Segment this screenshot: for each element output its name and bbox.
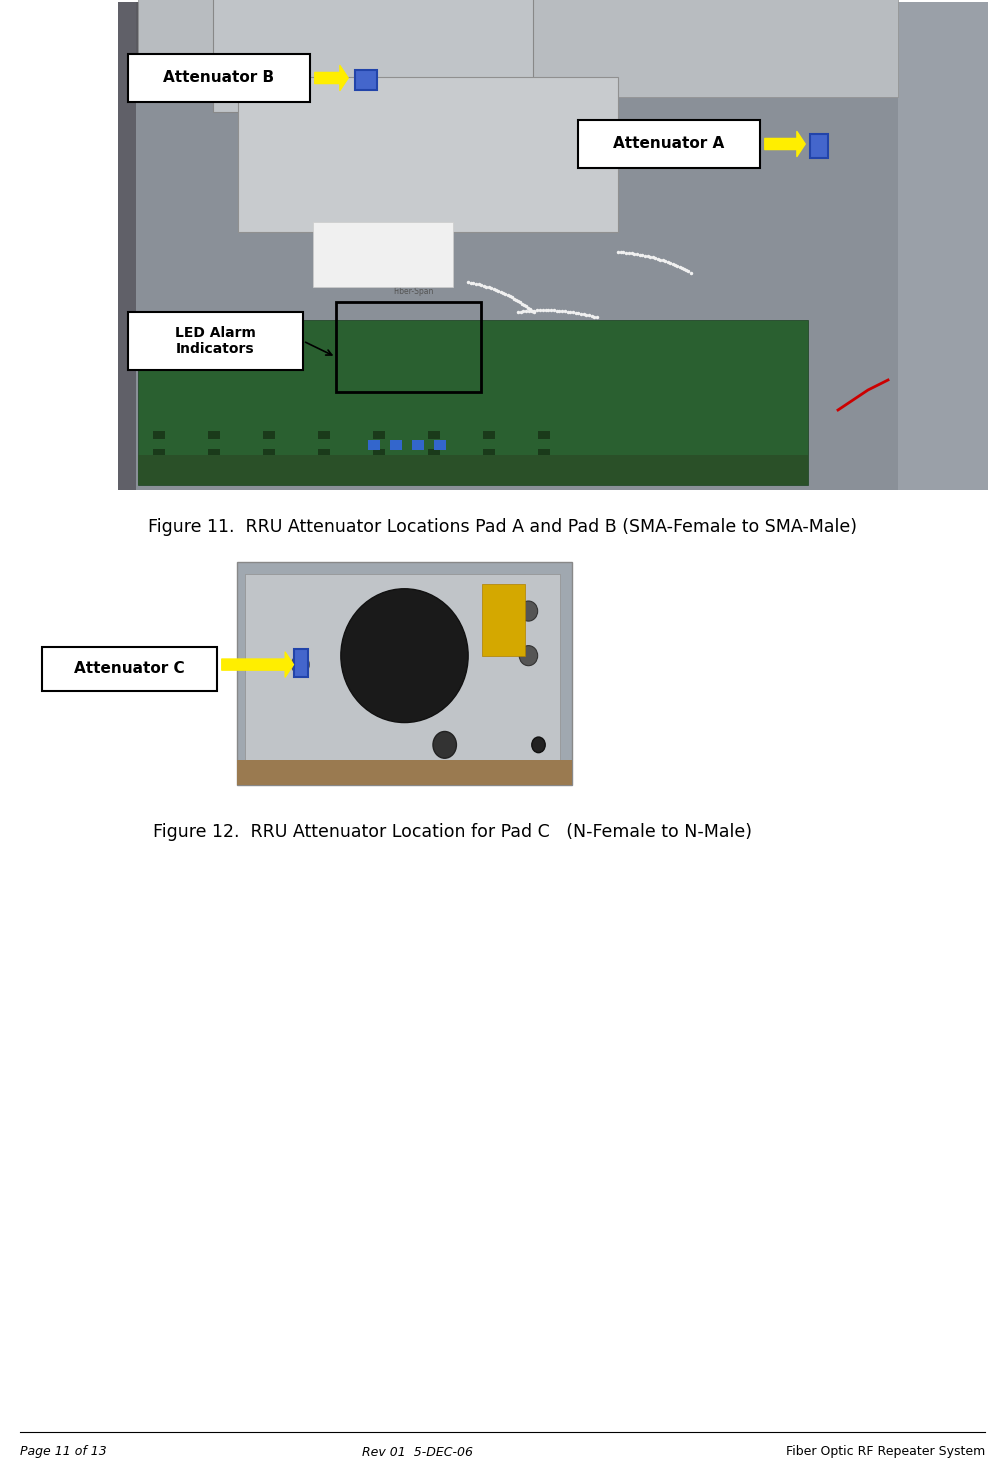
- Ellipse shape: [520, 646, 538, 666]
- Bar: [898, 1, 988, 490]
- Bar: [318, 430, 330, 439]
- Bar: [538, 430, 550, 439]
- Bar: [153, 467, 165, 474]
- Text: Figure 11.  RRU Attenuator Locations Pad A and Pad B (SMA-Female to SMA-Male): Figure 11. RRU Attenuator Locations Pad …: [148, 518, 857, 536]
- Bar: [412, 441, 424, 449]
- Bar: [318, 449, 330, 457]
- Bar: [263, 467, 275, 474]
- Text: Figure 12.  RRU Attenuator Location for Pad C   (N-Female to N-Male): Figure 12. RRU Attenuator Location for P…: [153, 823, 752, 840]
- Bar: [373, 430, 385, 439]
- Bar: [390, 441, 402, 449]
- Bar: [128, 54, 310, 102]
- Bar: [336, 302, 481, 392]
- Ellipse shape: [520, 602, 538, 621]
- Bar: [578, 120, 760, 168]
- Bar: [483, 449, 495, 457]
- Bar: [245, 574, 560, 777]
- Bar: [153, 449, 165, 457]
- Text: FIBER-SPAN: FIBER-SPAN: [380, 264, 445, 280]
- Bar: [138, 0, 898, 97]
- Bar: [273, 0, 383, 110]
- Bar: [208, 449, 220, 457]
- Bar: [238, 78, 618, 231]
- Text: LED Alarm
Indicators: LED Alarm Indicators: [175, 326, 256, 356]
- Bar: [138, 455, 808, 485]
- Text: Fiber Optic RF Repeater System: Fiber Optic RF Repeater System: [786, 1445, 985, 1458]
- Bar: [481, 584, 525, 656]
- Ellipse shape: [532, 736, 545, 752]
- Text: Attenuator A: Attenuator A: [613, 136, 725, 151]
- Bar: [263, 430, 275, 439]
- Bar: [373, 449, 385, 457]
- Ellipse shape: [433, 732, 456, 758]
- Bar: [208, 430, 220, 439]
- Ellipse shape: [341, 589, 468, 723]
- Bar: [368, 441, 380, 449]
- Bar: [237, 760, 572, 785]
- Bar: [373, 467, 385, 474]
- Bar: [118, 1, 988, 490]
- Ellipse shape: [291, 656, 310, 673]
- Bar: [118, 1, 988, 82]
- Bar: [428, 430, 440, 439]
- Text: Attenuator C: Attenuator C: [74, 662, 185, 676]
- Bar: [428, 449, 440, 457]
- Text: Rev 01  5-DEC-06: Rev 01 5-DEC-06: [362, 1445, 472, 1458]
- Bar: [355, 70, 377, 89]
- Bar: [428, 467, 440, 474]
- Bar: [118, 1, 136, 490]
- Bar: [213, 0, 533, 113]
- Bar: [237, 562, 572, 785]
- Bar: [42, 647, 217, 691]
- Bar: [313, 223, 453, 287]
- Bar: [263, 449, 275, 457]
- Bar: [138, 321, 808, 485]
- Bar: [483, 430, 495, 439]
- Bar: [208, 467, 220, 474]
- Bar: [483, 467, 495, 474]
- Text: Fiber-Span: Fiber-Span: [393, 287, 433, 297]
- Bar: [538, 467, 550, 474]
- Bar: [434, 441, 446, 449]
- Text: Page 11 of 13: Page 11 of 13: [20, 1445, 107, 1458]
- Bar: [128, 312, 303, 370]
- Text: Attenuator B: Attenuator B: [164, 70, 274, 85]
- Bar: [538, 449, 550, 457]
- Bar: [294, 649, 309, 676]
- Bar: [153, 430, 165, 439]
- Bar: [318, 467, 330, 474]
- Bar: [810, 135, 828, 158]
